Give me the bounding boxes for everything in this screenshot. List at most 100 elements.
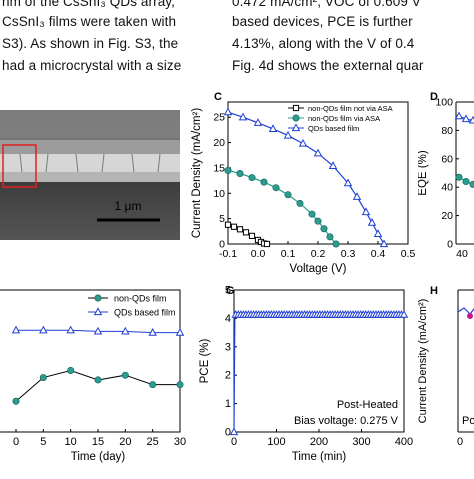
panel-f-x-label: Time (day) (71, 451, 126, 463)
panel-f-legend-marker (94, 294, 102, 302)
panel-f-series-1-point (11, 325, 21, 334)
panel-h-y-label: Current Density (mA/cm²) (418, 299, 429, 424)
panel-c-y-tick-label: 20 (213, 137, 225, 149)
panel-f-legend-label: QDs based film (114, 308, 176, 318)
panel-d-series-1-point (462, 178, 470, 186)
panel-f-series-0-point (67, 366, 75, 374)
sem-image: 1 μm (0, 110, 180, 240)
panel-g-y-tick-label: 2 (225, 370, 231, 382)
panel-f-x-tick-label: 0 (13, 436, 19, 448)
panel-c-series-1-point (308, 210, 316, 218)
panel-c-x-tick-label: 0.0 (251, 248, 266, 260)
panel-c-x-tick-label: 0.4 (371, 248, 386, 260)
panel-f-series-1-point (66, 325, 75, 334)
panel-c-x-tick-label: 0.3 (341, 248, 356, 260)
panel-c-series-1-point (314, 217, 322, 225)
sem-highlight-box (2, 144, 37, 188)
panel-d-y-label: EQE (%) (418, 150, 429, 196)
body-text-left-line-1: nm of the CsSnI₃ QDs array, (2, 0, 175, 9)
panel-c-series-0-point (224, 221, 232, 228)
panel-c-series-0-point (263, 240, 271, 248)
panel-c-series-2-point (379, 239, 389, 248)
panel-c-series-2-point (253, 118, 263, 126)
panel-g: G 0 100 200 300 400 0 1 2 3 4 5 Time (min) PCE (%) Po… (192, 282, 418, 474)
panel-d-y-tick-label: 60 (441, 153, 453, 165)
panel-g-x-tick-label: 100 (267, 436, 285, 448)
panel-g-point-initial (229, 427, 239, 436)
panel-g-y-tick-label: 1 (225, 398, 231, 410)
panel-c-y-tick-label: 0 (219, 239, 225, 251)
panel-d-y-tick-label: 20 (441, 210, 453, 222)
panel-h-x-tick-label: 0 (457, 436, 463, 448)
panel-c-series-2-point (343, 178, 353, 187)
panel-f-legend-label: non-QDs film (114, 294, 167, 304)
panel-c-series-2-point (367, 218, 377, 226)
body-text-left-line-3: S3). As shown in Fig. S3, the (2, 36, 179, 51)
panel-g-plot: 0 100 200 300 400 0 1 2 3 4 5 Time (min) PCE (%) Post… (199, 285, 413, 464)
panel-c-series-0-point (230, 223, 238, 230)
panel-g-x-tick-label: 300 (352, 436, 370, 448)
panel-f: 0 5 10 15 20 25 30 Time (day) non-QDs film QDs ba… (0, 282, 190, 474)
panel-c-series-2-point (352, 192, 362, 200)
panel-d: D 0 20 40 60 80 100 40 EQE (%) (417, 86, 474, 278)
panel-g-y-label: PCE (%) (199, 338, 211, 383)
panel-c-series-1-point (326, 233, 334, 241)
panel-f-series-0-point (94, 376, 102, 384)
body-text-right-line-4: Fig. 4d shows the external quar (232, 58, 424, 73)
panel-h-point (467, 313, 473, 319)
panel-c-legend-marker (292, 104, 300, 112)
body-text-left-line-2: CsSnI₃ films were taken with (2, 14, 177, 29)
panel-c-series-0-point (248, 232, 256, 239)
panel-g-y-tick-label: 5 (225, 285, 231, 297)
panel-c-legend-label: non-QDs film via ASA (308, 114, 380, 123)
panel-c-series-2-point (361, 207, 371, 216)
panel-f-series-1-point (121, 326, 130, 335)
panel-d-y-tick-label: 80 (441, 125, 453, 137)
panel-c-plot: -0.1 0.0 0.1 0.2 0.3 0.4 0.5 0 5 10 15 20 25 Voltage … (191, 101, 415, 275)
panel-g-x-tick-label: 0 (231, 436, 237, 448)
right-line-1-tail: OC of 0.609 V (334, 0, 421, 9)
panel-h: H 0 Current Density (mA/cm²) Po (417, 282, 474, 474)
panel-f-series-0-point (121, 371, 129, 379)
panel-f-x-tick-label: 25 (147, 436, 159, 448)
panel-g-y-tick-label: 3 (225, 341, 231, 353)
panel-d-series-1-point (469, 180, 474, 188)
panel-f-legend-marker (93, 307, 103, 316)
panel-f-series-1-point (39, 325, 48, 334)
panel-c-series-1-point (224, 166, 232, 174)
panel-f-series-0-point (176, 381, 184, 389)
panel-f-x-tick-label: 30 (174, 436, 186, 448)
panel-f-x-tick-label: 15 (92, 436, 104, 448)
panel-d-y-tick-label: 100 (435, 97, 453, 109)
panel-c-series-1-point (296, 199, 304, 207)
panel-f-x-tick-label: 20 (119, 436, 131, 448)
panel-g-y-tick-label: 0 (225, 427, 231, 439)
body-text-left-line-4: had a microcrystal with a size (2, 58, 182, 73)
sem-image-panel: 1 μm (0, 110, 180, 240)
panel-g-x-label: Time (min) (292, 451, 347, 463)
right-line-3-head: 4.13%, along with the V (232, 36, 377, 51)
panel-g-y-tick-label: 4 (225, 313, 231, 325)
panel-c-x-tick-label: -0.1 (219, 248, 237, 260)
body-text-right-line-2: based devices, PCE is further (232, 14, 413, 29)
panel-c-series-2-point (268, 124, 278, 132)
panel-f-axes-frame (0, 289, 181, 433)
panel-d-letter: D (430, 91, 438, 103)
panel-c: C -0.1 0.0 0.1 0.2 0.3 0.4 0.5 0 5 10 15 20 25 Voltag… (188, 86, 418, 278)
panel-d-y-tick-label: 40 (441, 182, 453, 194)
right-line-3-tail: of 0.4 (376, 36, 415, 51)
panel-c-series-2-point (313, 148, 323, 157)
body-text-right-line-1: 0.472 mA/cm², VOC of 0.609 V (232, 0, 421, 9)
panel-d-series-1-point (455, 173, 463, 181)
panel-c-series-0-point (236, 226, 244, 233)
panel-h-letter: H (430, 285, 438, 297)
panel-f-x-tick-label: 10 (65, 436, 77, 448)
panel-c-y-tick-label: 5 (219, 213, 225, 225)
panel-c-series-1-point (248, 174, 256, 182)
panel-c-legend-label: QDs based film (308, 124, 359, 133)
panel-c-legend-label: non-QDs film not via ASA (308, 104, 393, 113)
panel-c-series-2-point (223, 107, 233, 116)
panel-c-series-1-point (272, 184, 280, 192)
panel-c-series-1-point (236, 170, 244, 178)
panel-g-x-tick-label: 200 (310, 436, 328, 448)
